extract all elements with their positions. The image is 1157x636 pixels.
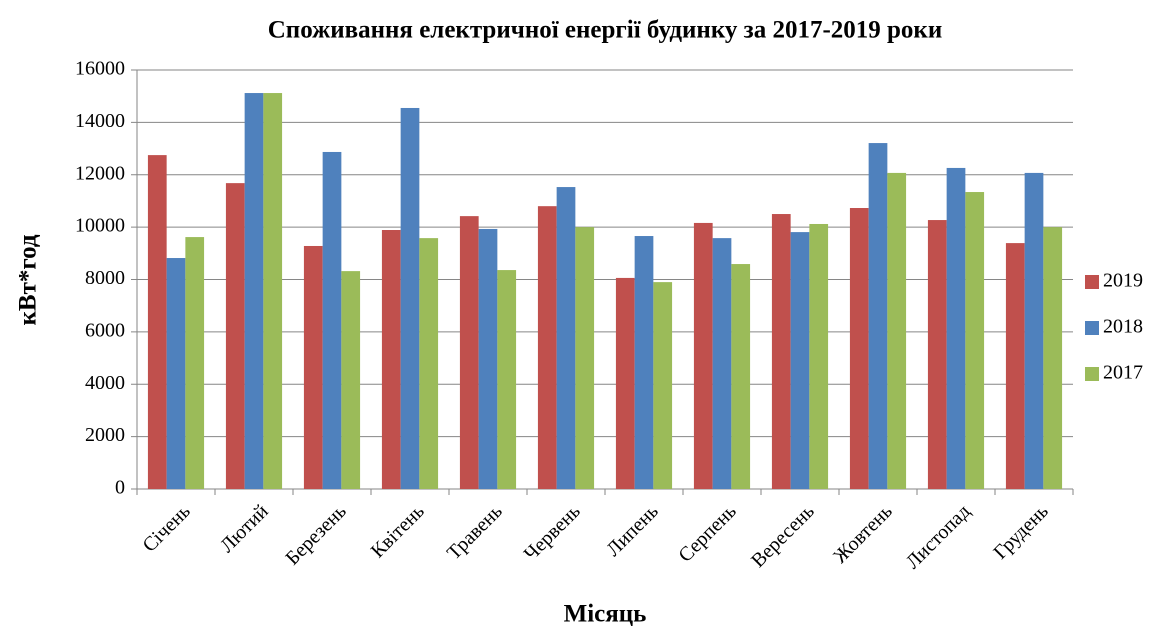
x-tick-label: Квітень bbox=[367, 500, 429, 562]
x-tick-label: Лютий bbox=[216, 500, 273, 557]
bar bbox=[166, 258, 186, 489]
bar bbox=[225, 183, 245, 489]
bar bbox=[634, 236, 654, 489]
x-tick-label: Липень bbox=[602, 500, 663, 561]
legend-label: 2019 bbox=[1103, 270, 1143, 292]
bar bbox=[322, 151, 342, 490]
y-tick-label: 8000 bbox=[85, 267, 125, 289]
y-tick-label: 10000 bbox=[75, 215, 125, 237]
bar bbox=[653, 282, 673, 489]
x-tick-label: Грудень bbox=[989, 500, 1052, 563]
y-tick-label: 14000 bbox=[75, 110, 125, 132]
x-tick-label: Серпень bbox=[674, 500, 740, 566]
bar bbox=[731, 264, 751, 489]
bar bbox=[419, 238, 439, 489]
bar bbox=[263, 93, 283, 490]
bar bbox=[556, 187, 576, 490]
legend-label: 2017 bbox=[1103, 362, 1143, 384]
bar bbox=[887, 172, 907, 489]
bar bbox=[712, 238, 732, 489]
bar bbox=[478, 228, 498, 489]
bar bbox=[303, 245, 323, 489]
bar bbox=[693, 222, 713, 489]
bar bbox=[615, 277, 635, 489]
bar bbox=[1043, 227, 1063, 489]
bar bbox=[771, 214, 791, 489]
x-tick-label: Жовтень bbox=[829, 500, 896, 567]
bar bbox=[147, 155, 167, 489]
y-tick-label: 16000 bbox=[75, 58, 125, 80]
x-tick-label: Вересень bbox=[747, 500, 819, 572]
y-tick-label: 0 bbox=[115, 477, 125, 499]
bar bbox=[1005, 243, 1025, 489]
bar bbox=[965, 192, 985, 489]
y-tick-label: 2000 bbox=[85, 424, 125, 446]
y-axis-label: кВт*год bbox=[15, 234, 42, 325]
x-tick-label: Травень bbox=[443, 500, 507, 564]
legend-swatch bbox=[1085, 275, 1099, 289]
x-tick-label: Березень bbox=[281, 500, 350, 569]
bar bbox=[185, 237, 205, 489]
y-tick-label: 12000 bbox=[75, 162, 125, 184]
bar bbox=[537, 206, 557, 490]
x-tick-label: Листопад bbox=[902, 500, 975, 573]
x-tick-label: Січень bbox=[138, 500, 194, 556]
x-axis-label: Місяць bbox=[564, 601, 647, 628]
legend-swatch bbox=[1085, 367, 1099, 381]
bar bbox=[244, 93, 264, 490]
bar bbox=[849, 208, 869, 489]
chart-title: Споживання електричної енергії будинку з… bbox=[268, 17, 942, 44]
bar bbox=[575, 227, 595, 489]
bar bbox=[946, 167, 966, 489]
bar bbox=[809, 223, 829, 490]
bar bbox=[790, 232, 810, 489]
bar bbox=[459, 216, 479, 489]
x-tick-label: Червень bbox=[520, 500, 585, 565]
y-tick-label: 4000 bbox=[85, 372, 125, 394]
bar bbox=[868, 143, 888, 490]
bar bbox=[381, 230, 401, 490]
bar bbox=[400, 107, 420, 490]
bar bbox=[341, 271, 361, 489]
bar bbox=[1024, 172, 1044, 489]
bar bbox=[927, 220, 947, 489]
legend-label: 2018 bbox=[1103, 316, 1143, 338]
y-tick-label: 6000 bbox=[85, 319, 125, 341]
bar bbox=[497, 270, 517, 489]
legend-swatch bbox=[1085, 321, 1099, 335]
